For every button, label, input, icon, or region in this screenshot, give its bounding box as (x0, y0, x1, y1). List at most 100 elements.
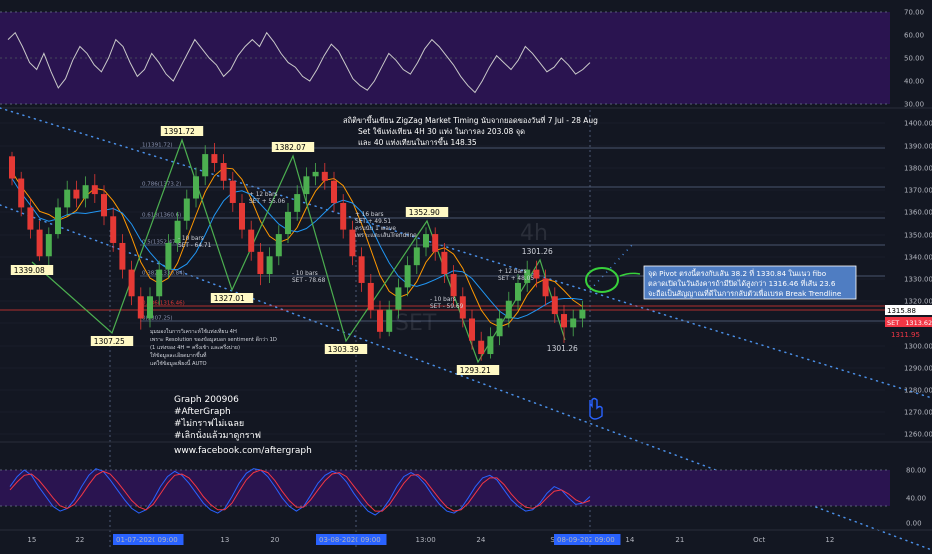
time-label: 13 (220, 536, 229, 544)
wave-note-line: SET - 64.71 (178, 243, 212, 249)
callout-box[interactable]: จุด Pivot ตรงนี้ตรงกับเส้น 38.2 ที่ 1330… (643, 265, 857, 300)
wave-note-line: + 16 bars (355, 212, 384, 218)
candle-body (450, 274, 457, 297)
rsi-tick: 70.00 (904, 9, 924, 17)
candle-body (248, 229, 255, 252)
note-line: มุมมองในการวิเคราะห์ใช้แท่งเทียน 4H (150, 328, 237, 335)
stoch-tick: 0.00 (906, 520, 922, 528)
candle-body (551, 296, 558, 315)
candle-body (36, 229, 43, 257)
candle-body (128, 269, 135, 297)
header-line-1: สถิติขาขึ้นเขียน ZigZag Market Timing นั… (343, 115, 598, 125)
wave-note-line: SET + 55.06 (249, 199, 285, 205)
pivot-box (456, 365, 500, 375)
fib-label: 0.5(1352.47) (142, 240, 178, 246)
candle-body (285, 211, 291, 235)
rsi-tick: 40.00 (904, 78, 924, 86)
wave-note-line: ครบนับ 1 wave (355, 224, 396, 232)
price-tick: 1260.00 (904, 431, 932, 439)
time-label: Oct (753, 536, 765, 544)
candle-body (561, 314, 567, 328)
candle-body (119, 242, 126, 270)
candle-body (579, 309, 586, 319)
time-label: 08-09-2020 (557, 536, 598, 544)
candles (9, 142, 586, 361)
pivot-label: 1307.25 (94, 337, 125, 346)
price-tick: 1360.00 (904, 209, 932, 217)
candle-body (487, 336, 494, 355)
candle-body (386, 309, 393, 332)
candle-body (377, 309, 383, 332)
price-panel: 4h SET 0.786(1373.2) 0.618(1360.6) 0.5(135… (0, 107, 932, 551)
pivot-label: 1382.07 (275, 143, 306, 152)
callout-line: ตลาดเปิดในวันอังคารถ้ามีปิดได้สูงกว่า 13… (648, 279, 836, 288)
candle-body (395, 287, 402, 310)
candle-body (423, 234, 429, 248)
price-tick: 1340.00 (904, 254, 932, 262)
time-axis[interactable]: 15 22 01-07-2020 09:00 13 20 03-08-2020 09:00 13… (27, 534, 834, 545)
pivot-label: 1301.26 (547, 344, 578, 353)
price-tick: 1400.00 (904, 120, 932, 128)
callout-line: จะถือเป็นสัญญาณที่ดีในการกลับตัวเพื่อเบร… (648, 288, 842, 298)
candle-body (303, 176, 310, 195)
candle-body (101, 194, 107, 217)
candle-body (459, 296, 466, 319)
level-badge-1: 1315.88 (887, 307, 916, 315)
pivot-box (90, 336, 134, 346)
time-label: 09:00 (361, 536, 381, 544)
projection-line[interactable] (589, 244, 633, 291)
candle-body (45, 234, 52, 257)
stoch-tick: 80.00 (906, 467, 926, 475)
fib-label: 0.382(1330.84) (142, 271, 185, 277)
candle-body (524, 269, 531, 283)
pivot-label: 1339.08 (14, 266, 45, 275)
pivot-label: 1303.39 (328, 345, 359, 354)
candle-body (496, 318, 503, 337)
sma-line (11, 178, 583, 320)
rsi-line (7, 31, 591, 94)
brand-line: #ไม่กราฟไม่เฉลย (174, 418, 244, 429)
callout-line: จุด Pivot ตรงนี้ตรงกับเส้น 38.2 ที่ 1330… (648, 268, 826, 278)
candle-body (367, 282, 374, 310)
fib-label: 1(1391.72) (142, 143, 173, 149)
candle-body (137, 296, 144, 319)
time-label: 21 (675, 536, 684, 544)
price-tick: 1300.00 (904, 343, 932, 351)
pivot-box (405, 207, 449, 217)
candle-body (9, 156, 15, 179)
wave-note-line: SET + 49.51 (355, 219, 391, 225)
note-line: เพราะ Resolution ของข้อมูลบอก sentiment … (150, 336, 277, 343)
header-line-2: Set ใช้แท่งเทียน 4H 30 แท่ง ในการลง 203.… (358, 127, 525, 136)
axis-marker-box (591, 534, 621, 545)
time-label: 22 (75, 536, 84, 544)
wave-note-line: เพราะแตะเส้นTrendline (355, 232, 417, 239)
time-label: 20 (270, 536, 279, 544)
candle-body (257, 251, 264, 275)
header-annotation: สถิติขาขึ้นเขียน ZigZag Market Timing นั… (343, 115, 598, 147)
candle-body (174, 220, 181, 243)
candle-body (202, 154, 209, 177)
time-label: 03-08-2020 (319, 536, 360, 544)
green-arrow (619, 272, 641, 277)
candle-body (211, 154, 218, 163)
pivot-labels: 1339.08 1307.25 1391.72 1327.01 1382.07 1303.… (10, 126, 578, 375)
price-tick: 1350.00 (904, 232, 932, 240)
candle-body (432, 234, 439, 252)
stoch-tick: 40.00 (906, 495, 926, 503)
fib-label: 0.236(1316.46) (142, 301, 185, 307)
candle-body (239, 202, 245, 230)
candle-body (349, 229, 356, 257)
candle-body (533, 269, 540, 279)
wave-note-line: - 10 bars (178, 236, 204, 242)
axis-marker-box (113, 534, 165, 545)
time-label: 14 (625, 536, 634, 544)
candle-body (358, 256, 365, 283)
price-tick: 1290.00 (904, 365, 932, 373)
facebook-link[interactable]: www.facebook.com/aftergraph (174, 446, 312, 456)
time-label: 09:00 (158, 536, 178, 544)
wave-note-line: - 10 bars (430, 297, 456, 303)
upper-trendline[interactable] (0, 107, 932, 399)
price-tick: 1370.00 (904, 187, 932, 195)
